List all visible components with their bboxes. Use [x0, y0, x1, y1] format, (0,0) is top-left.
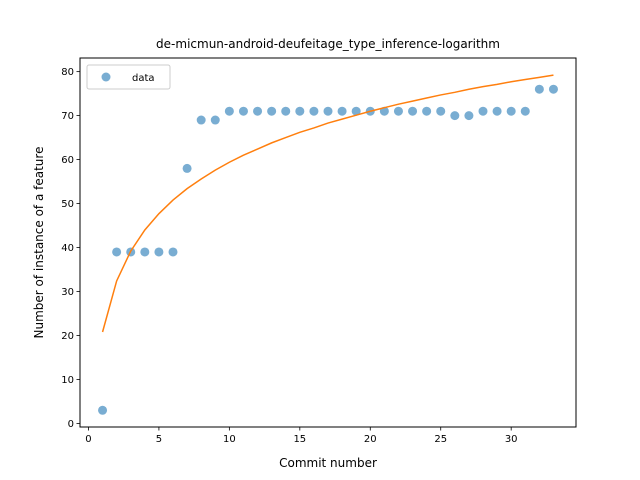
data-point: [196, 115, 206, 125]
data-point: [281, 106, 291, 116]
data-point: [168, 247, 178, 257]
x-tick-label: 15: [293, 434, 306, 445]
y-axis-label: Number of instance of a feature: [32, 147, 46, 339]
data-point: [295, 106, 305, 116]
data-point: [112, 247, 122, 257]
data-point: [224, 106, 234, 116]
axes-frame: [79, 57, 577, 428]
data-point: [464, 111, 474, 121]
x-tick-label: 25: [434, 434, 447, 445]
legend-marker-data: [101, 72, 111, 82]
y-tick-label: 60: [61, 155, 74, 166]
x-tick-label: 0: [85, 434, 91, 445]
x-tick-label: 10: [223, 434, 236, 445]
x-tick-label: 5: [156, 434, 162, 445]
data-point: [154, 247, 164, 257]
data-point: [520, 106, 530, 116]
data-point: [267, 106, 277, 116]
y-tick-label: 20: [61, 331, 74, 342]
y-tick-label: 10: [61, 375, 74, 386]
data-point: [422, 106, 432, 116]
plot-area: [98, 74, 558, 415]
axis-ticks: 0 5 10 15 20 25 30 0 10 20 30 40 50 60 70 80: [61, 67, 517, 445]
data-point: [548, 84, 558, 94]
y-tick-label: 70: [61, 111, 74, 122]
legend-box: [86, 64, 171, 90]
y-tick-label: 50: [61, 199, 74, 210]
data-point: [98, 405, 108, 415]
data-point: [393, 106, 403, 116]
data-point: [140, 247, 150, 257]
x-tick-label: 20: [364, 434, 377, 445]
fit-line: [101, 74, 554, 333]
data-point: [253, 106, 263, 116]
data-point: [534, 84, 544, 94]
data-point: [492, 106, 502, 116]
data-point: [182, 163, 192, 173]
data-point: [337, 106, 347, 116]
data-point: [210, 115, 220, 125]
data-point: [351, 106, 361, 116]
y-tick-label: 40: [61, 243, 74, 254]
data-point: [506, 106, 516, 116]
chart-title: de-micmun-android-deufeitage_type_infere…: [156, 37, 500, 51]
data-point: [238, 106, 248, 116]
data-point: [450, 111, 460, 121]
y-tick-label: 80: [61, 67, 74, 78]
legend: data: [86, 64, 171, 90]
data-point: [309, 106, 319, 116]
data-point: [436, 106, 446, 116]
data-point: [408, 106, 418, 116]
y-tick-label: 30: [61, 287, 74, 298]
x-tick-label: 30: [505, 434, 518, 445]
data-point: [478, 106, 488, 116]
data-point: [323, 106, 333, 116]
x-axis-label: Commit number: [279, 456, 377, 470]
y-tick-label: 0: [68, 419, 74, 430]
legend-label-data: data: [132, 73, 155, 84]
